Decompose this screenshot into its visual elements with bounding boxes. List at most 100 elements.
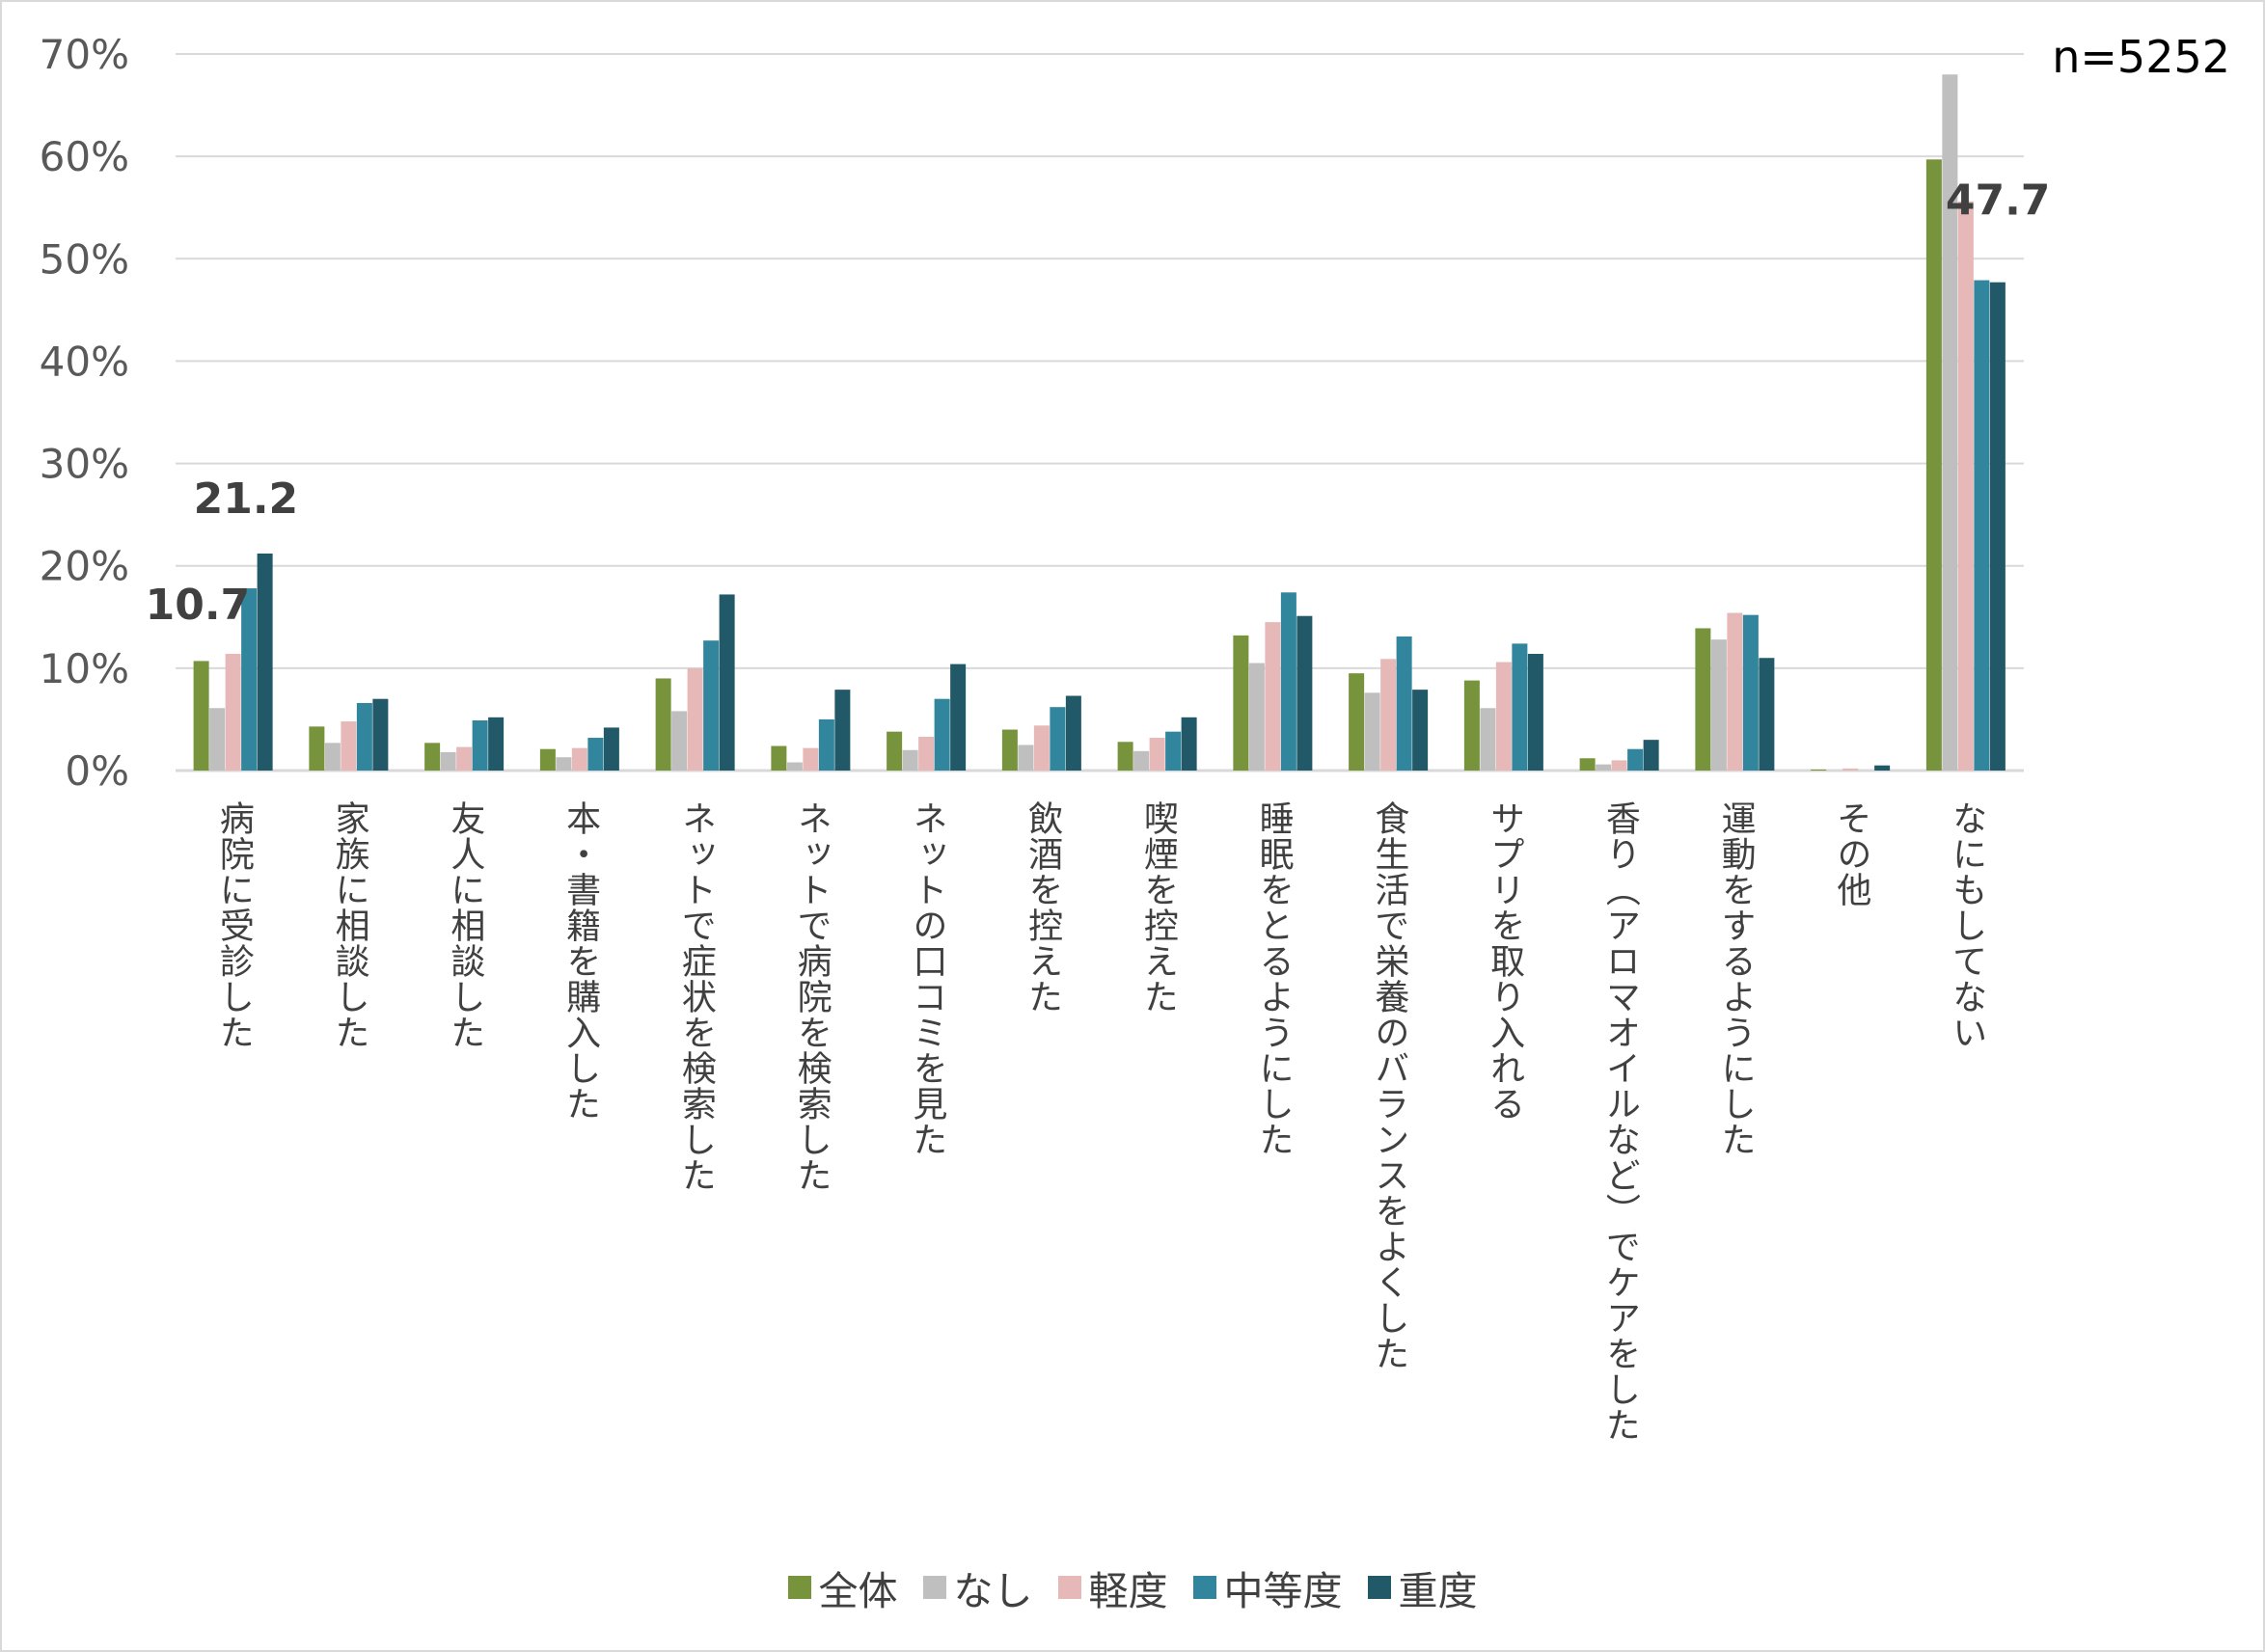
bar-中等度 [1512,643,1528,771]
category-label: 運動をするようにした [1715,800,1756,1157]
legend-item: 中等度 [1192,1558,1343,1616]
bar-軽度 [918,736,935,771]
legend: 全体 なし 軽度 中等度 重度 [2,1558,2263,1616]
bar-軽度 [1265,622,1281,771]
category-label: 喫煙を控えた [1137,800,1178,1015]
bar-重度 [834,690,851,771]
bar-軽度 [225,653,241,771]
bar-全体 [1925,159,1942,771]
bar-重度 [603,727,619,771]
bar-なし [209,708,226,771]
legend-label: 重度 [1398,1568,1478,1614]
bar-軽度 [1611,760,1627,771]
y-tick-label: 70% [40,31,129,78]
category-label: 本・書籍を購入した [560,800,601,1122]
bar-全体 [1463,680,1480,771]
category-label: その他 [1831,800,1871,907]
bar-重度 [1874,765,1891,771]
bar-全体 [539,748,556,771]
bar-重度 [1989,282,2006,771]
data-label: 10.7 [146,581,251,630]
bar-なし [1480,708,1496,771]
bar-全体 [424,743,441,771]
bar-中等度 [1280,592,1296,771]
bar-なし [1248,663,1265,771]
category-label: 飲酒を控えた [1023,800,1063,1015]
bar-重度 [1065,695,1081,771]
bar-全体 [309,726,325,771]
category-label: 香り（アロマオイルなど）でケアをした [1599,800,1640,1443]
bar-全体 [771,745,787,771]
bar-なし [1596,764,1612,771]
bar-重度 [1759,658,1775,771]
y-tick-label: 0% [65,747,129,795]
legend-swatch [1057,1576,1081,1599]
bar-軽度 [1149,738,1165,771]
bar-なし [1364,692,1380,771]
bar-中等度 [1050,707,1066,771]
bar-なし [324,743,341,771]
category-label: 病院に受診した [213,800,254,1050]
bar-軽度 [571,747,587,771]
category-label: 食生活で栄養のバランスをよくした [1369,800,1409,1371]
bar-全体 [655,678,671,771]
bar-なし [671,711,688,771]
bar-重度 [1181,717,1197,771]
bar-全体 [887,731,903,771]
bar-全体 [193,661,209,771]
bar-中等度 [1165,731,1182,771]
bar-なし [1133,750,1150,771]
y-tick-label: 60% [40,133,129,180]
bar-なし [1018,745,1034,771]
legend-swatch [787,1576,811,1599]
legend-label: なし [953,1568,1033,1614]
category-label: 睡眠をとるようにした [1253,800,1294,1157]
bar-重度 [257,553,273,771]
y-tick-label: 20% [40,543,129,590]
bar-中等度 [703,640,720,771]
legend-swatch [1192,1576,1216,1599]
category-label: ネットで病院を検索した [791,800,832,1193]
bar-中等度 [934,698,950,771]
sample-size-annotation: n=5252 [2052,31,2230,83]
bar-全体 [1695,628,1711,771]
bar-全体 [1349,673,1365,771]
bar-中等度 [356,702,372,771]
bar-重度 [1527,653,1543,771]
legend-item: 軽度 [1057,1558,1168,1616]
bar-重度 [1643,740,1659,771]
bar-重度 [488,717,505,771]
legend-swatch [1367,1576,1391,1599]
category-label: ネットの口コミを見た [907,800,947,1157]
bar-重度 [1412,690,1429,771]
bar-中等度 [1974,280,1990,771]
bar-重度 [950,664,967,771]
bar-中等度 [818,718,834,771]
bar-軽度 [803,747,819,771]
legend-swatch [922,1576,946,1599]
bar-中等度 [1627,748,1644,771]
bar-中等度 [241,588,258,771]
y-tick-label: 10% [40,645,129,692]
bar-軽度 [1495,662,1512,771]
bar-中等度 [587,738,604,771]
bar-全体 [1233,635,1249,771]
bar-軽度 [1727,612,1743,771]
bar-軽度 [687,667,703,771]
bar-なし [1942,74,1958,771]
legend-label: 全体 [818,1568,898,1614]
bar-軽度 [1380,659,1397,771]
legend-label: 軽度 [1088,1568,1168,1614]
legend-item: 全体 [787,1558,898,1616]
bar-軽度 [341,721,357,771]
legend-label: 中等度 [1223,1568,1343,1614]
bar-なし [1710,639,1727,771]
bar-全体 [1117,742,1133,771]
bar-なし [556,757,572,771]
bar-軽度 [1957,201,1974,772]
bar-軽度 [1842,768,1859,771]
category-label: なにもしてない [1947,800,1987,1050]
bar-重度 [1296,615,1313,771]
data-label: 47.7 [1946,176,2051,226]
